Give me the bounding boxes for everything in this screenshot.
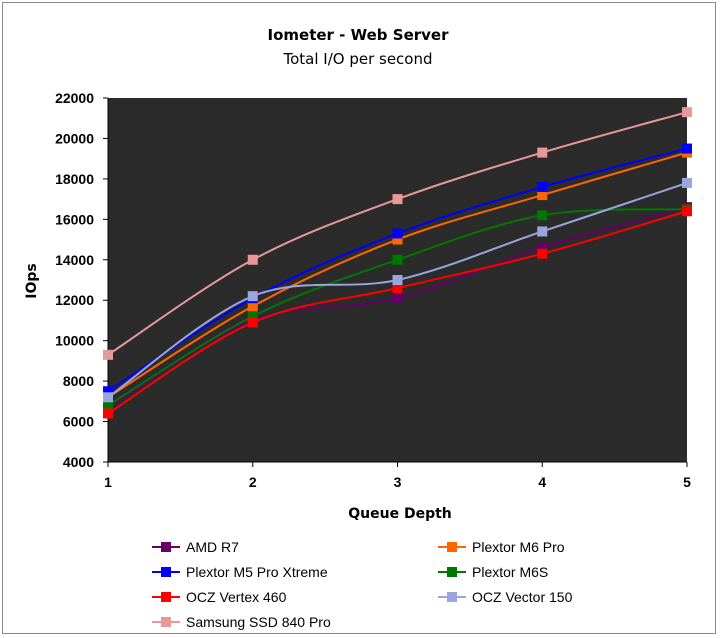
- legend-marker: [161, 567, 171, 577]
- legend-item-ocz-vector-150: OCZ Vector 150: [438, 589, 573, 605]
- legend-label: Plextor M6 Pro: [472, 539, 565, 555]
- legend-label: Plextor M6S: [472, 564, 548, 580]
- x-axis-label: Queue Depth: [348, 506, 452, 522]
- legend-item-plextor-m6s: Plextor M6S: [438, 564, 548, 580]
- legend-label: AMD R7: [186, 539, 239, 555]
- series-markers: [103, 107, 692, 419]
- y-tick-label: 12000: [55, 292, 94, 308]
- x-axis: 1 2 3 4 5: [104, 461, 691, 490]
- x-tick-label: 1: [104, 474, 112, 490]
- data-point-samsung-ssd-840-pro: [247, 254, 258, 265]
- data-point-plextor-m6s: [247, 311, 258, 322]
- y-tick-label: 20000: [55, 130, 94, 146]
- data-point-samsung-ssd-840-pro: [103, 349, 113, 360]
- y-axis: 4000 6000 8000 10000 12000 14000 16000 18000 200…: [55, 90, 109, 470]
- data-point-ocz-vector-150: [103, 392, 113, 403]
- legend-marker: [161, 617, 171, 627]
- x-tick-label: 5: [683, 474, 691, 490]
- data-point-plextor-m5-pro-xtreme: [682, 143, 692, 154]
- x-tick-label: 3: [394, 474, 402, 490]
- y-tick-label: 6000: [63, 414, 94, 430]
- legend-label: OCZ Vector 150: [472, 589, 573, 605]
- data-point-plextor-m6-pro: [392, 234, 403, 245]
- legend-marker: [447, 592, 457, 602]
- data-point-amd-r7: [537, 242, 548, 253]
- data-point-plextor-m5-pro-xtreme: [537, 181, 548, 192]
- data-point-ocz-vector-150: [247, 291, 258, 302]
- legend: AMD R7 Plextor M6 Pro Plextor M5 Pro Xtrem…: [152, 539, 573, 630]
- legend-item-amd-r7: AMD R7: [152, 539, 239, 555]
- data-point-ocz-vertex-460: [537, 248, 548, 259]
- data-point-amd-r7: [392, 293, 403, 304]
- data-point-ocz-vector-150: [537, 226, 548, 237]
- y-tick-label: 22000: [55, 90, 94, 106]
- data-point-plextor-m6-pro: [247, 301, 258, 312]
- y-axis-label: IOps: [24, 263, 40, 298]
- data-point-ocz-vertex-460: [682, 206, 692, 217]
- chart-subtitle: Total I/O per second: [282, 50, 432, 68]
- legend-item-plextor-m6-pro: Plextor M6 Pro: [438, 539, 565, 555]
- legend-marker: [161, 592, 171, 602]
- y-tick-label: 18000: [55, 171, 94, 187]
- data-point-plextor-m6s: [537, 210, 548, 221]
- y-tick-label: 10000: [55, 333, 94, 349]
- data-point-plextor-m6s: [392, 254, 403, 265]
- data-point-plextor-m5-pro-xtreme: [392, 228, 403, 239]
- data-point-ocz-vertex-460: [103, 408, 113, 419]
- x-tick-label: 2: [249, 474, 257, 490]
- y-tick-label: 14000: [55, 252, 94, 268]
- legend-label: Samsung SSD 840 Pro: [186, 614, 331, 630]
- data-point-ocz-vertex-460: [247, 317, 258, 328]
- data-point-samsung-ssd-840-pro: [682, 107, 692, 118]
- data-point-plextor-m5-pro-xtreme: [103, 386, 113, 397]
- data-point-ocz-vector-150: [682, 177, 692, 188]
- legend-marker: [447, 567, 457, 577]
- legend-item-samsung-ssd-840-pro: Samsung SSD 840 Pro: [152, 614, 331, 630]
- chart-title: Iometer - Web Server: [268, 26, 450, 44]
- data-point-ocz-vertex-460: [392, 283, 403, 294]
- y-tick-label: 8000: [63, 373, 94, 389]
- data-point-samsung-ssd-840-pro: [392, 194, 403, 205]
- data-point-ocz-vector-150: [392, 275, 403, 285]
- legend-item-ocz-vertex-460: OCZ Vertex 460: [152, 589, 287, 605]
- legend-label: Plextor M5 Pro Xtreme: [186, 564, 328, 580]
- y-tick-label: 16000: [55, 211, 94, 227]
- legend-marker: [447, 542, 457, 552]
- legend-item-plextor-m5-pro-xtreme: Plextor M5 Pro Xtreme: [152, 564, 328, 580]
- x-tick-label: 4: [538, 474, 546, 490]
- y-tick-label: 4000: [63, 454, 94, 470]
- legend-marker: [161, 542, 171, 552]
- data-point-samsung-ssd-840-pro: [537, 147, 548, 158]
- data-point-plextor-m6s: [103, 400, 113, 411]
- legend-label: OCZ Vertex 460: [186, 589, 287, 605]
- data-point-plextor-m6-pro: [537, 190, 548, 201]
